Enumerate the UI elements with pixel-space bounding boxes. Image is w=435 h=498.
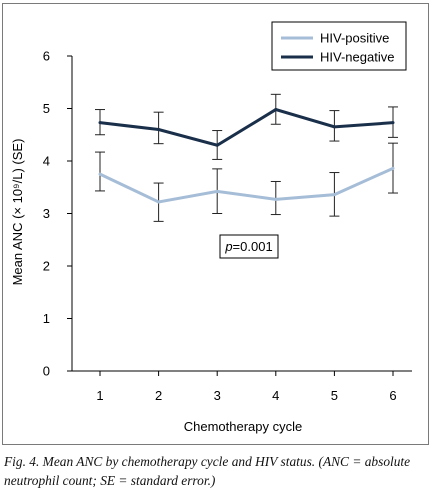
hiv-negative-point	[98, 121, 102, 125]
p-value-box	[219, 234, 279, 259]
x-tick-label: 4	[272, 388, 279, 403]
figure-caption: Fig. 4. Mean ANC by chemotherapy cycle a…	[4, 454, 411, 488]
hiv-positive-point	[332, 193, 336, 197]
p-value-symbol: p	[224, 239, 232, 254]
hiv-negative-point	[332, 125, 336, 129]
x-tick-label: 5	[331, 388, 338, 403]
line-chart: 0 1 2 3 4 5 6 1 2 3 4 5 6 Chemotherapy cycle Mean ANC …	[10, 21, 412, 434]
hiv-negative-point	[157, 128, 161, 131]
hiv-positive-point	[391, 166, 395, 170]
hiv-negative-line	[99, 107, 394, 147]
y-tick-label: 3	[43, 206, 50, 221]
y-tick-label: 4	[43, 154, 50, 169]
legend-label-hiv-negative: HIV-negative	[320, 50, 394, 65]
hiv-positive-point	[157, 200, 161, 204]
y-tick-label: 6	[43, 49, 50, 64]
x-tick-label: 2	[155, 388, 162, 403]
legend-label-hiv-positive: HIV-positive	[320, 31, 389, 46]
y-tick-label: 0	[43, 364, 50, 379]
hiv-positive-point	[98, 172, 102, 176]
y-tick-label: 5	[43, 101, 50, 116]
x-tick-label: 3	[214, 388, 221, 403]
hiv-positive-point	[274, 197, 278, 201]
y-axis-title: Mean ANC (× 10⁹/L) (SE)	[10, 139, 25, 286]
hiv-positive-line	[99, 166, 394, 204]
hiv-positive-point	[215, 189, 219, 193]
p-value-annotation: p=0.001	[224, 239, 272, 254]
hiv-negative-point	[391, 121, 395, 125]
hiv-negative-point	[274, 108, 278, 112]
x-tick-label: 1	[96, 388, 103, 403]
x-tick-label: 6	[389, 388, 396, 403]
y-tick-label: 2	[43, 259, 50, 274]
x-axis-title: Chemotherapy cycle	[184, 419, 303, 434]
p-value-number: =0.001	[233, 239, 273, 254]
y-tick-label: 1	[43, 311, 50, 326]
hiv-negative-point	[215, 143, 219, 147]
legend-box	[271, 21, 407, 71]
